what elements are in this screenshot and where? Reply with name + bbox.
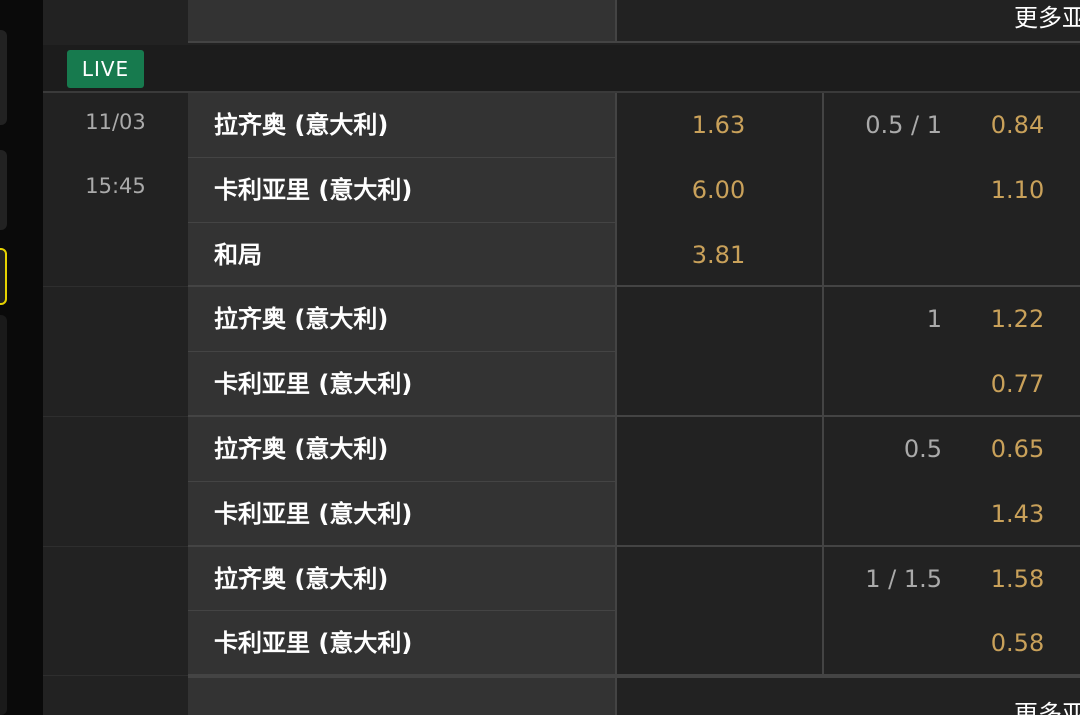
team-cell: 拉齐奥 (意大利) <box>188 93 615 158</box>
handicap-odds[interactable]: 1.22 <box>990 305 1045 334</box>
handicap-odds[interactable]: 0.84 <box>990 111 1045 139</box>
odds[interactable]: 3.81 <box>691 240 746 269</box>
team-cell: 拉齐奥 (意大利) <box>188 546 615 612</box>
handicap-odds[interactable]: 0.65 <box>990 435 1045 463</box>
more-link[interactable]: 更多亚 <box>1014 4 1080 32</box>
sidebar-tab[interactable] <box>0 150 7 230</box>
handicap-line: 1 / 1.5 <box>865 564 942 593</box>
footer-team-cell <box>188 676 615 715</box>
handicap-odds[interactable]: 1.43 <box>990 499 1045 528</box>
handicap-odds[interactable]: 1.58 <box>990 564 1045 593</box>
live-bar <box>43 45 1080 93</box>
handicap-odds[interactable]: 0.58 <box>990 629 1045 658</box>
odds[interactable]: 1.63 <box>691 111 746 139</box>
sidebar-tab[interactable] <box>0 30 7 125</box>
date-cell <box>43 417 188 547</box>
team-cell: 和局 <box>188 222 615 288</box>
team-cell: 拉齐奥 (意大利) <box>188 417 615 482</box>
group-line-cell <box>822 417 1080 547</box>
team-cell: 卡利亚里 (意大利) <box>188 481 615 547</box>
date-cell <box>43 93 188 288</box>
header-team-cell <box>188 0 615 43</box>
more-link[interactable]: 更多亚 <box>1014 700 1080 715</box>
handicap-odds[interactable]: 1.10 <box>990 175 1045 204</box>
sidebar-tab-active[interactable] <box>0 248 7 305</box>
team-cell: 拉齐奥 (意大利) <box>188 287 615 353</box>
handicap-line: 0.5 / 1 <box>865 111 942 139</box>
group-line-cell <box>822 287 1080 417</box>
sidebar-tab[interactable] <box>0 315 7 715</box>
match-time: 15:45 <box>85 174 146 198</box>
handicap-line: 1 <box>926 305 942 334</box>
group-odds-cell <box>615 546 822 677</box>
team-cell: 卡利亚里 (意大利) <box>188 352 615 417</box>
group-odds-cell <box>615 417 822 547</box>
group-line-cell <box>822 546 1080 677</box>
group-line-cell <box>822 93 1080 288</box>
live-badge: LIVE <box>67 50 144 88</box>
odds[interactable]: 6.00 <box>691 175 746 204</box>
group-odds-cell <box>615 93 822 288</box>
header-cell <box>615 0 1080 43</box>
date-cell <box>43 547 188 677</box>
handicap-line: 0.5 <box>903 435 942 463</box>
footer-cell <box>615 676 1080 715</box>
group-odds-cell <box>615 287 822 417</box>
date-cell <box>43 287 188 417</box>
handicap-odds[interactable]: 0.77 <box>990 370 1045 399</box>
team-cell: 卡利亚里 (意大利) <box>188 611 615 677</box>
team-cell: 卡利亚里 (意大利) <box>188 157 615 223</box>
match-date: 11/03 <box>85 110 146 134</box>
sidebar <box>0 0 43 715</box>
